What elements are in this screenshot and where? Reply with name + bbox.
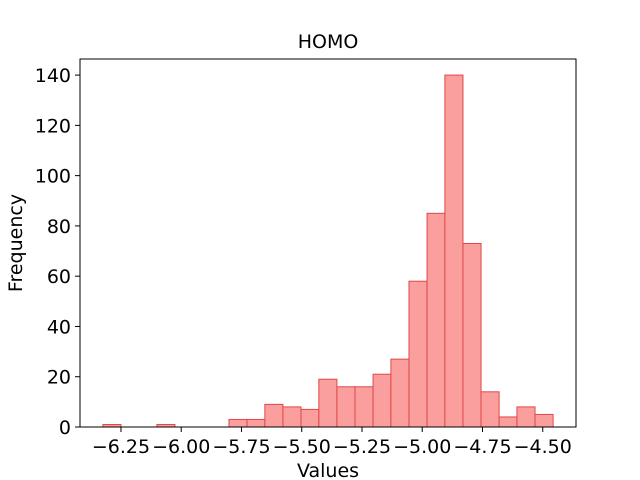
bar xyxy=(228,418,248,428)
bar xyxy=(444,74,464,428)
bar xyxy=(264,403,284,428)
y-tick-label: 120 xyxy=(35,115,71,137)
bar xyxy=(408,280,428,428)
bar xyxy=(336,386,356,428)
x-tick-label: −4.50 xyxy=(514,436,572,458)
x-tick-label: −6.25 xyxy=(92,436,150,458)
bar xyxy=(390,358,410,428)
bar xyxy=(354,386,374,428)
y-tick-label: 100 xyxy=(35,166,71,188)
x-tick-label: −5.25 xyxy=(333,436,391,458)
x-tick-label: −5.50 xyxy=(273,436,331,458)
x-tick-label: −6.00 xyxy=(152,436,210,458)
y-tick-label: 140 xyxy=(35,65,71,87)
bar xyxy=(462,243,482,428)
bar xyxy=(246,418,266,428)
chart-title: HOMO xyxy=(298,31,359,53)
bar xyxy=(300,408,320,428)
y-tick-label: 80 xyxy=(47,216,71,238)
bar xyxy=(372,373,392,428)
bar xyxy=(480,391,500,428)
x-tick-label: −4.75 xyxy=(453,436,511,458)
bar xyxy=(534,413,554,428)
bar xyxy=(498,416,518,428)
bar xyxy=(516,406,536,428)
plot-frame xyxy=(79,58,577,428)
y-tick-label: 40 xyxy=(47,316,71,338)
y-tick-label: 20 xyxy=(47,367,71,389)
bar xyxy=(318,378,338,428)
y-axis-label: Frequency xyxy=(5,194,27,292)
y-tick-label: 60 xyxy=(47,266,71,288)
x-tick-label: −5.00 xyxy=(393,436,451,458)
bar xyxy=(426,212,446,428)
y-tick-label: 0 xyxy=(59,417,71,439)
x-axis-label: Values xyxy=(297,460,359,480)
bar xyxy=(282,406,302,428)
x-tick-label: −5.75 xyxy=(212,436,270,458)
